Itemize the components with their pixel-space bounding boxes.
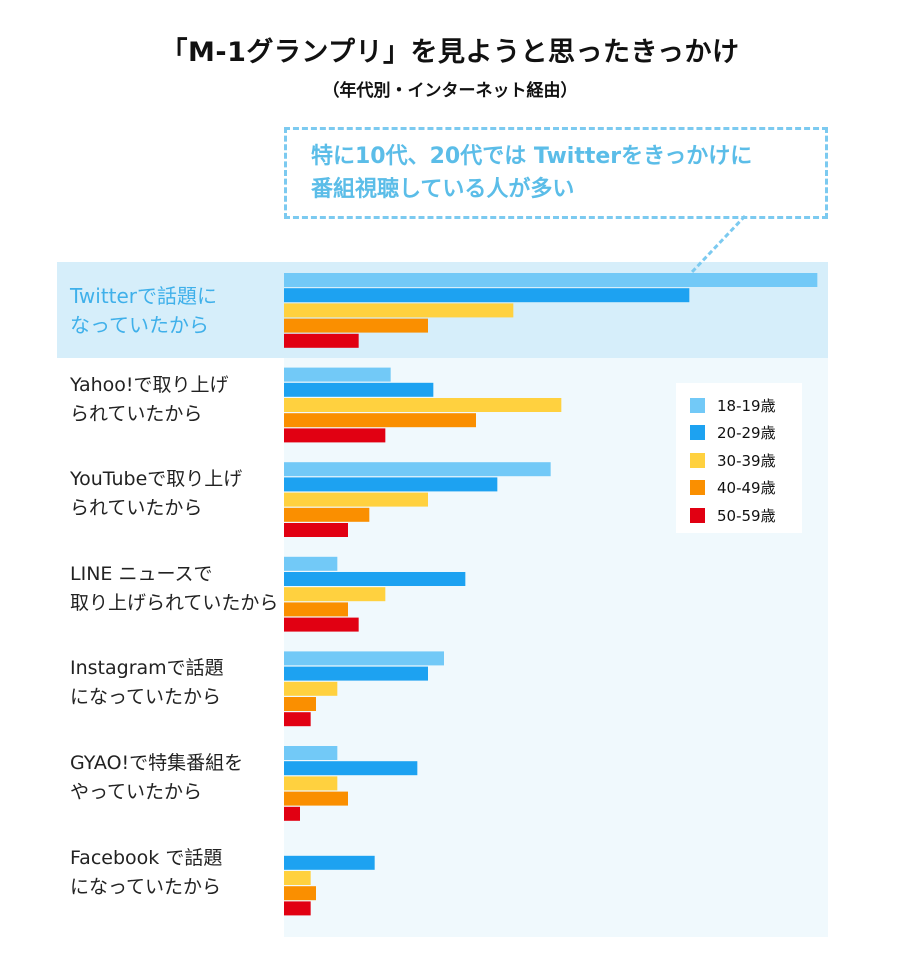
category-label: YouTubeで取り上げ られていたから <box>70 468 243 520</box>
bar <box>284 806 300 821</box>
bar <box>284 428 386 443</box>
bar <box>284 413 476 428</box>
bar <box>284 572 466 586</box>
annotation-callout: 特に10代、20代では Twitterをきっかけに 番組視聴している人が多い <box>284 127 828 219</box>
bar <box>284 651 444 666</box>
category-label: Instagramで話題 になっていたから <box>70 657 224 709</box>
bar <box>284 761 418 776</box>
legend-item: 30-39歳 <box>690 450 776 470</box>
bar <box>284 681 338 696</box>
chart-title: 「M-1グランプリ」を見ようと思ったきっかけ <box>160 37 740 68</box>
bar <box>284 398 562 412</box>
bar <box>284 776 338 791</box>
bar <box>284 556 338 571</box>
annotation-line-2: 番組視聴している人が多い <box>311 177 575 202</box>
legend-swatch <box>690 425 705 440</box>
bar <box>284 617 359 632</box>
legend-swatch <box>690 480 705 495</box>
bar <box>284 477 498 492</box>
bar <box>284 886 316 901</box>
legend-swatch <box>690 507 705 523</box>
legend-label: 18-19歳 <box>717 396 776 415</box>
bar <box>284 523 348 537</box>
bar <box>284 602 348 617</box>
legend-label: 40-49歳 <box>717 479 776 497</box>
bar <box>284 462 551 477</box>
bar <box>284 746 338 760</box>
category-label: Facebook で話題 になっていたから <box>70 846 223 898</box>
bar <box>284 697 316 711</box>
category-label: Twitterで話題に なっていたから <box>70 284 218 337</box>
annotation-text: 特に10代、20代では Twitterをきっかけに 番組視聴している人が多い <box>311 140 752 206</box>
category-label: LINE ニュースで 取り上げられていたから <box>70 562 279 614</box>
bar <box>284 712 311 727</box>
legend-swatch <box>690 452 705 468</box>
bar <box>284 273 818 287</box>
legend-item: 40-49歳 <box>690 478 776 498</box>
bar <box>284 507 370 522</box>
legend-label: 20-29歳 <box>717 424 776 442</box>
legend-item: 18-19歳 <box>690 395 776 415</box>
bar <box>284 303 514 318</box>
bar <box>284 492 428 507</box>
legend-label: 50-59歳 <box>717 506 776 525</box>
bar <box>284 855 375 870</box>
bar <box>284 666 428 681</box>
bar <box>284 871 311 885</box>
bar <box>284 333 359 348</box>
bar <box>284 288 690 303</box>
bar <box>284 901 311 916</box>
bar <box>284 367 391 382</box>
legend-swatch <box>690 397 705 413</box>
annotation-line-1: 特に10代、20代では Twitterをきっかけに <box>311 144 753 169</box>
category-label: Yahoo!で取り上げ られていたから <box>70 373 229 425</box>
legend-item: 50-59歳 <box>690 505 776 525</box>
category-label: GYAO!で特集番組を やっていたから <box>70 752 244 803</box>
bar <box>284 318 428 333</box>
bar <box>284 791 348 806</box>
bar <box>284 382 434 397</box>
bar <box>284 587 386 602</box>
chart-subtitle: （年代別・インターネット経由） <box>322 81 578 101</box>
legend-item: 20-29歳 <box>690 423 776 443</box>
legend-label: 30-39歳 <box>717 451 776 470</box>
legend: 18-19歳 20-29歳 30-39歳 40-49歳 50-59歳 <box>676 383 802 533</box>
